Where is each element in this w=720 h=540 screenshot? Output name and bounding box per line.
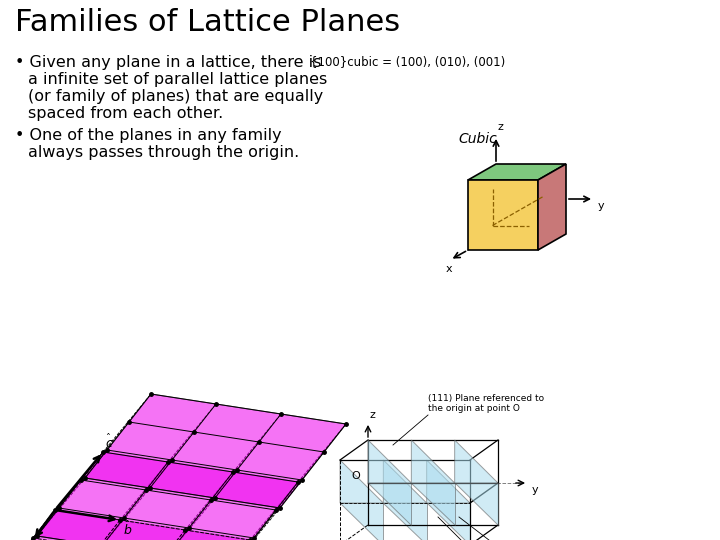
- Text: Cubic: Cubic: [458, 132, 497, 146]
- Text: ˆ: ˆ: [124, 521, 129, 531]
- Text: spaced from each other.: spaced from each other.: [28, 106, 223, 121]
- Polygon shape: [427, 503, 470, 540]
- Polygon shape: [368, 483, 411, 525]
- Text: {100}cubic = (100), (010), (001): {100}cubic = (100), (010), (001): [310, 55, 505, 68]
- Text: always passes through the origin.: always passes through the origin.: [28, 145, 300, 160]
- Polygon shape: [85, 394, 346, 508]
- Polygon shape: [37, 452, 298, 540]
- Polygon shape: [538, 164, 566, 250]
- Polygon shape: [383, 503, 427, 540]
- Text: • Given any plane in a lattice, there is: • Given any plane in a lattice, there is: [15, 55, 326, 70]
- Polygon shape: [468, 164, 566, 180]
- Text: y: y: [532, 485, 539, 495]
- Polygon shape: [340, 460, 383, 503]
- Text: (or family of planes) that are equally: (or family of planes) that are equally: [28, 89, 323, 104]
- Polygon shape: [468, 180, 538, 250]
- Text: x: x: [446, 264, 453, 274]
- Text: c: c: [105, 437, 112, 450]
- Polygon shape: [383, 460, 427, 503]
- Polygon shape: [411, 483, 454, 525]
- Text: y: y: [598, 201, 605, 211]
- Polygon shape: [368, 440, 411, 483]
- Polygon shape: [454, 483, 498, 525]
- Polygon shape: [340, 503, 383, 540]
- Text: ˆ: ˆ: [105, 434, 110, 444]
- Text: a infinite set of parallel lattice planes: a infinite set of parallel lattice plane…: [28, 72, 328, 87]
- Polygon shape: [427, 460, 470, 503]
- Polygon shape: [0, 510, 250, 540]
- Polygon shape: [411, 440, 454, 483]
- Text: O: O: [351, 471, 360, 481]
- Text: (111) Plane referenced to
the origin at point O: (111) Plane referenced to the origin at …: [428, 394, 544, 413]
- Text: z: z: [498, 122, 504, 132]
- Text: b: b: [124, 524, 132, 537]
- Text: z: z: [370, 410, 376, 420]
- Polygon shape: [454, 440, 498, 483]
- Text: • One of the planes in any family: • One of the planes in any family: [15, 128, 282, 143]
- Text: Families of Lattice Planes: Families of Lattice Planes: [15, 8, 400, 37]
